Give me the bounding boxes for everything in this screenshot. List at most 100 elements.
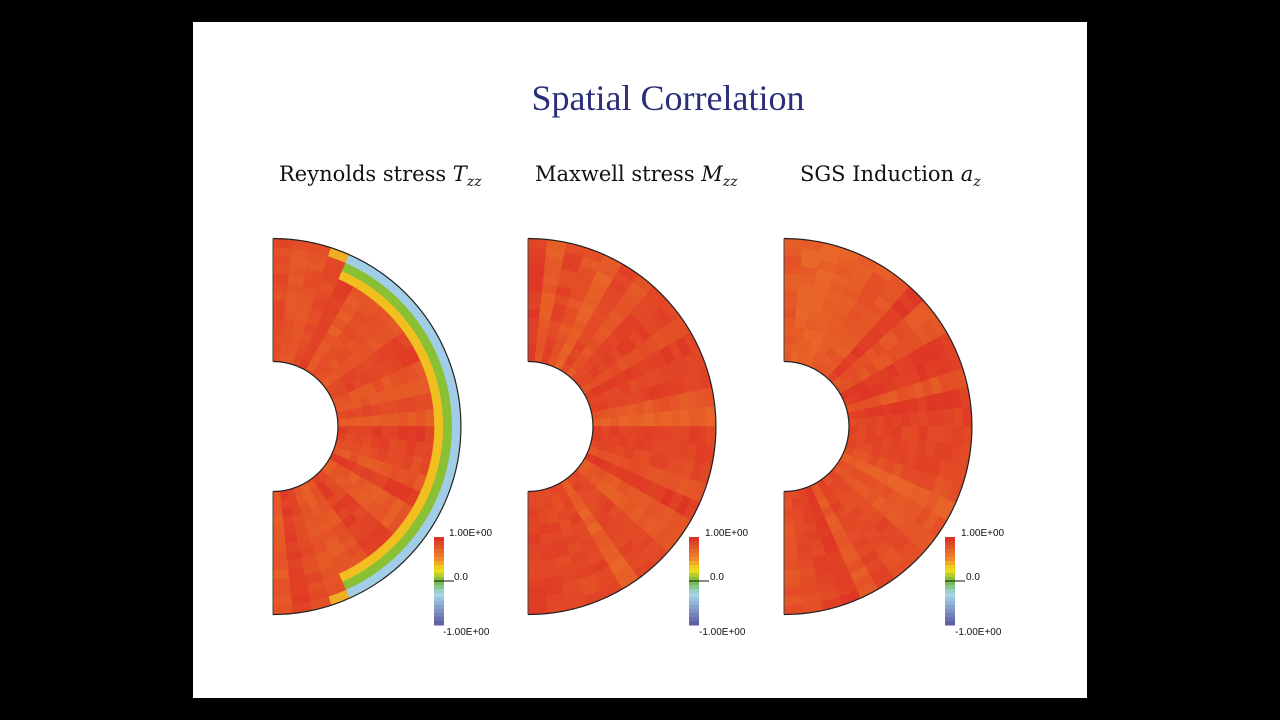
- heatmap-cell: [527, 290, 543, 302]
- heatmap-cell: [442, 426, 453, 446]
- colorbar-segment: [945, 617, 955, 622]
- heatmap-cell: [398, 426, 409, 441]
- heatmap-cell: [272, 264, 291, 275]
- colorbar-segment: [434, 565, 444, 570]
- heatmap-cell: [679, 409, 690, 427]
- heatmap-cell: [272, 604, 293, 615]
- colorbar-segment: [945, 609, 955, 614]
- colorbar-segment: [945, 605, 955, 610]
- heatmap-cell: [783, 264, 802, 275]
- colorbar-segment: [945, 553, 955, 558]
- colorbar-zero-label: 0.0: [454, 572, 468, 583]
- heatmap-cell: [527, 246, 548, 258]
- colorbar-segment: [434, 605, 444, 610]
- heatmap-cell: [961, 426, 973, 447]
- heatmap-cell: [527, 551, 543, 563]
- heatmap-sgs: [783, 237, 973, 626]
- heatmap-cell: [618, 426, 629, 438]
- heatmap-cell: [527, 308, 541, 319]
- heatmap-cell: [272, 290, 288, 302]
- colorbar-segment: [945, 593, 955, 598]
- heatmap-cell: [783, 290, 799, 302]
- heatmap-cell: [433, 408, 444, 427]
- outer-boundary: [527, 237, 717, 616]
- colorbar-min-label: -1.00E+00: [699, 627, 746, 638]
- heatmap-cell: [272, 238, 293, 249]
- heatmap-cell: [909, 426, 920, 441]
- heatmap-cell: [272, 299, 287, 310]
- heatmap-cell: [527, 334, 538, 345]
- heatmap-cell: [783, 499, 793, 510]
- heatmap-cell: [527, 238, 548, 249]
- heatmap-cell: [535, 498, 546, 509]
- heatmap-cell: [346, 417, 356, 427]
- colorbar-segment: [434, 537, 444, 542]
- heatmap-cell: [892, 413, 903, 427]
- heatmap-cell: [272, 273, 290, 284]
- colorbar-segment: [945, 577, 955, 582]
- colorbar-zero-label: 0.0: [966, 572, 980, 583]
- colorbar-segment: [434, 585, 444, 590]
- heatmap-cell: [857, 426, 867, 436]
- heatmap-cell: [874, 426, 885, 438]
- heatmap-cell: [644, 412, 655, 427]
- colorbar-segment: [434, 617, 444, 622]
- heatmap-cell: [354, 426, 365, 437]
- colorbar-segment: [689, 581, 699, 586]
- colorbar-min-label: -1.00E+00: [955, 627, 1002, 638]
- heatmap-cell: [783, 490, 793, 501]
- heatmap-cell: [272, 543, 287, 554]
- inner-boundary: [783, 360, 850, 493]
- heatmap-cell: [337, 426, 348, 435]
- colorbar-min-label: -1.00E+00: [443, 627, 490, 638]
- colorbar-segment: [434, 613, 444, 618]
- heatmap-cell: [272, 569, 290, 580]
- heatmap-cell: [592, 426, 603, 435]
- heatmap-cell: [670, 426, 682, 443]
- colorbar-segment: [434, 601, 444, 606]
- colorbar-segment: [689, 601, 699, 606]
- colorbar-segment: [945, 585, 955, 590]
- heatmap-cell: [281, 506, 293, 518]
- heatmap-cell: [953, 407, 964, 427]
- heatmap-cell: [272, 255, 292, 267]
- heatmap-cell: [272, 317, 285, 328]
- heatmap-cell: [527, 499, 537, 510]
- heatmap-cell: [272, 326, 284, 336]
- colorbar-segment: [945, 613, 955, 618]
- colorbar-segment: [434, 545, 444, 550]
- heatmap-cell: [662, 426, 673, 442]
- heatmap-cell: [636, 413, 647, 427]
- heatmap-cell: [381, 426, 392, 440]
- colorbar-segment: [945, 545, 955, 550]
- heatmap-cell: [272, 525, 285, 536]
- heatmap-cell: [783, 246, 804, 258]
- colorbar-segment: [689, 553, 699, 558]
- colorbar-segment: [945, 541, 955, 546]
- heatmap-cell: [783, 334, 794, 345]
- heatmap-cell: [527, 586, 547, 598]
- colorbar-segment: [434, 581, 444, 586]
- heatmap-cell: [783, 578, 802, 589]
- heatmap-cell: [783, 543, 798, 554]
- heatmap-cell: [346, 426, 356, 436]
- heatmap-cell: [697, 426, 708, 446]
- colorbar-segment: [689, 593, 699, 598]
- heatmap-cell: [918, 426, 929, 442]
- heatmap-cell: [783, 238, 804, 249]
- heatmap-cell: [527, 578, 546, 589]
- heatmap-cell: [415, 426, 427, 443]
- colorbar-segment: [689, 573, 699, 578]
- colorbar-segment: [434, 577, 444, 582]
- heatmap-cell: [272, 508, 283, 519]
- colorbar-segment: [434, 573, 444, 578]
- heatmap-cell: [536, 506, 548, 518]
- heatmap-cell: [783, 604, 804, 615]
- colorbar-segment: [945, 557, 955, 562]
- heatmap-cell: [272, 595, 293, 607]
- outer-boundary: [783, 237, 973, 616]
- heatmap-cell: [609, 426, 620, 437]
- heatmap-cell: [636, 426, 647, 440]
- heatmap-cell: [381, 413, 392, 427]
- heatmap-maxwell: [527, 237, 717, 626]
